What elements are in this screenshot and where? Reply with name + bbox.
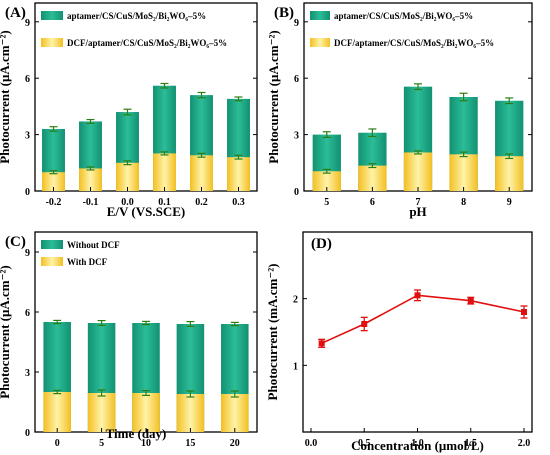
panel-a-xtick-label: 0.2: [195, 197, 208, 208]
panel-a-ytick-label: 3: [25, 131, 30, 142]
panel-d-xtick-label: 1.0: [411, 438, 424, 449]
panel-b-xtick-label: 5: [324, 197, 329, 208]
panel-b-xtick-label: 8: [461, 197, 466, 208]
panel-a-ytick-label: 9: [25, 18, 30, 29]
panel-c-bar-series2: [132, 393, 160, 432]
panel-d-xtick-label: 0.5: [358, 438, 371, 449]
panel-a-ytick-label: 6: [25, 74, 30, 85]
panel-a-bar-series2: [153, 153, 176, 191]
panel-d-data-point: [361, 321, 368, 327]
panel-d-xtick-label: 0.0: [305, 438, 318, 449]
panel-b-legend-label-series2: DCF/aptamer/CS/CuS/MoS₂/Bi₂WO₆–5%: [334, 38, 494, 48]
panel-d-data-point: [521, 309, 527, 315]
panel-a-bar-series2: [79, 168, 102, 191]
panel-c-ylabel: Photocurrent (μA.cm⁻²): [0, 265, 12, 398]
panel-c-xtick-label: 20: [230, 438, 240, 449]
panel-c-legend-swatch-series2: [41, 257, 63, 266]
panel-c-legend-swatch-series1: [41, 240, 63, 249]
panel-b-legend-swatch-series1: [310, 11, 330, 20]
panel-a-bar-series2: [227, 157, 250, 191]
panel-b-bar-series2: [403, 152, 433, 191]
panel-d-xlabel: Concentration (μmol/L): [351, 438, 484, 453]
panel-a-bar-series2: [116, 162, 139, 191]
panel-d-data-point: [467, 297, 474, 304]
panel-c-xlabel: Time (day): [106, 426, 167, 441]
panel-a-frame: [34, 2, 258, 192]
panel-b-legend-label-series1: aptamer/CS/CuS/MoS₂/Bi₂WO₆–5%: [334, 11, 473, 21]
panel-c-xtick-label: 10: [141, 438, 151, 449]
panel-b-bar-series2: [358, 165, 387, 191]
panel-b-xtick-label: 9: [507, 197, 512, 208]
panel-b-ytick-label: 0: [294, 187, 299, 198]
panel-d-tag: (D): [311, 236, 332, 252]
panel-c-tag: (C): [5, 234, 26, 250]
panel-a-xtick-label: -0.2: [46, 197, 62, 208]
panel-a-legend-label-series1: aptamer/CS/CuS/MoS₂/Bi₂WO₆–5%: [67, 11, 206, 21]
panel-d-data-point: [414, 292, 421, 299]
panel-c-bar-series2: [221, 394, 249, 432]
panel-b-legend-swatch-series2: [310, 38, 330, 47]
panel-c-legend-label-series1: Without DCF: [67, 240, 120, 250]
panel-a-xtick-label: 0.1: [158, 197, 171, 208]
panel-b-xtick-label: 6: [370, 197, 375, 208]
panel-c-bar-series2: [176, 394, 205, 432]
panel-a-xtick-label: -0.1: [83, 197, 99, 208]
panel-b-bar-series2: [449, 154, 478, 191]
panel-c-ytick-label: 3: [25, 368, 30, 379]
panel-b-ytick-label: 6: [294, 74, 299, 85]
panel-c-xtick-label: 15: [185, 438, 195, 449]
panel-d-data-point: [318, 340, 325, 347]
panel-a-legend-swatch-series1: [41, 11, 63, 20]
panel-a-xlabel: E/V (VS.SCE): [107, 204, 186, 219]
panel-c-bar-series2: [43, 392, 71, 432]
panel-d-ytick-label: 2: [293, 295, 298, 306]
panel-c-xtick-label: 0: [55, 438, 60, 449]
panel-a-xtick-label: 0.3: [232, 197, 245, 208]
panel-c-ytick-label: 9: [25, 248, 30, 259]
panel-d-xtick-label: 2.0: [518, 438, 531, 449]
panel-b-ytick-label: 9: [294, 18, 299, 29]
panel-d-ytick-label: 1: [293, 361, 298, 372]
panel-b-ylabel: Photocurrent (μA.cm⁻²): [266, 30, 281, 163]
panel-b-bar-series2: [312, 171, 341, 191]
panel-b-xtick-label: 7: [416, 197, 421, 208]
panel-a-tag: (A): [5, 5, 26, 21]
panel-d-frame: [302, 231, 533, 433]
panel-a-ytick-label: 0: [25, 187, 30, 198]
panel-a-legend-swatch-series2: [41, 38, 63, 47]
panel-a-bar-series2: [42, 172, 65, 191]
panel-d-ylabel: Photocurrent (mA.cm⁻²): [265, 264, 280, 401]
panel-b-xlabel: pH: [409, 204, 426, 219]
panel-a-ylabel: Photocurrent (μA.cm⁻²): [0, 30, 12, 163]
panel-b-bar-series2: [495, 156, 524, 191]
panel-a-bar-series2: [190, 155, 213, 191]
panel-c-bar-series2: [87, 393, 116, 432]
panel-c-ytick-label: 6: [25, 308, 30, 319]
panel-b-tag: (B): [274, 5, 294, 21]
panel-a-legend-label-series2: DCF/aptamer/CS/CuS/MoS₂/Bi₂WO₆–5%: [67, 38, 227, 48]
panel-a-xtick-label: 0.0: [121, 197, 134, 208]
panel-c-legend-label-series2: With DCF: [67, 257, 108, 267]
panel-c-xtick-label: 5: [99, 438, 104, 449]
panel-d-xtick-label: 1.5: [465, 438, 478, 449]
panel-b-ytick-label: 3: [294, 131, 299, 142]
panel-d-series-line: [321, 294, 525, 345]
panel-c-ytick-label: 0: [25, 428, 30, 439]
